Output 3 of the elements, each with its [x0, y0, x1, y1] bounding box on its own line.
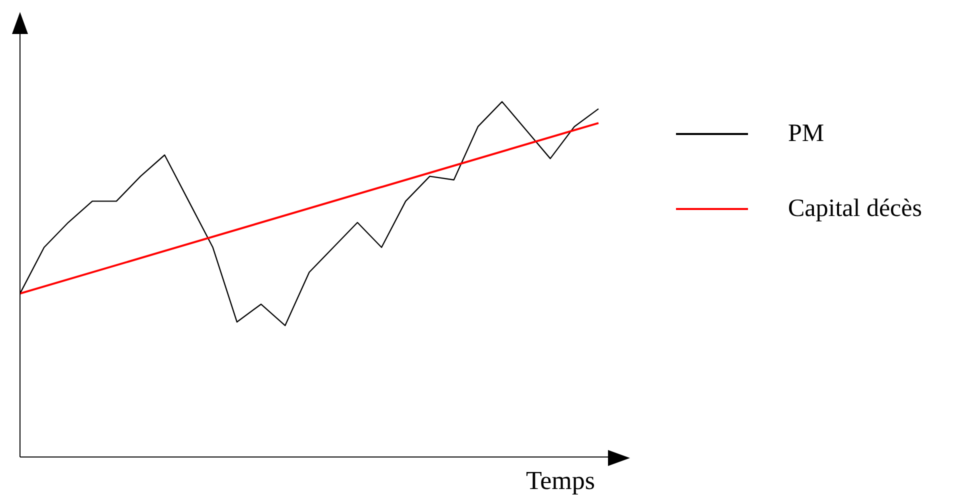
x-axis-title: Temps	[526, 466, 595, 496]
legend-label: Capital décès	[788, 194, 922, 222]
legend-label: PM	[788, 120, 824, 148]
